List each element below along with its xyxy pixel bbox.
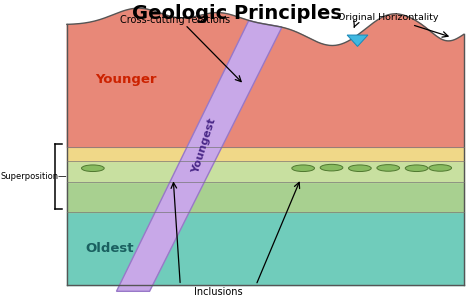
Ellipse shape	[377, 165, 400, 171]
Text: Oldest: Oldest	[86, 242, 134, 255]
Ellipse shape	[429, 165, 452, 171]
Text: Cross-cutting relations: Cross-cutting relations	[120, 15, 231, 25]
Text: Original Horizontality: Original Horizontality	[338, 13, 438, 22]
Ellipse shape	[348, 165, 371, 172]
Polygon shape	[117, 20, 282, 291]
Ellipse shape	[82, 165, 104, 172]
Text: Youngest: Youngest	[191, 117, 218, 175]
Ellipse shape	[320, 164, 343, 171]
Ellipse shape	[405, 165, 428, 172]
Text: Younger: Younger	[95, 73, 157, 86]
Text: Geologic Principles: Geologic Principles	[132, 4, 342, 23]
Ellipse shape	[292, 165, 315, 172]
Polygon shape	[347, 35, 368, 46]
Text: Superposition—: Superposition—	[0, 172, 67, 181]
Text: Inclusions: Inclusions	[194, 287, 242, 297]
